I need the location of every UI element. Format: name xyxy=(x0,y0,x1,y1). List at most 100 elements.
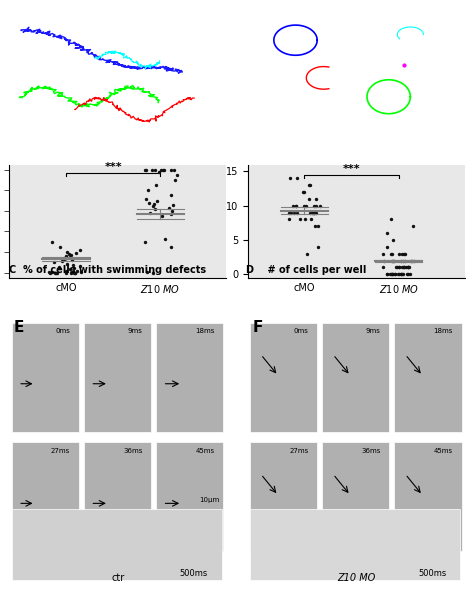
Point xyxy=(395,262,403,272)
Bar xyxy=(12,442,79,551)
Point xyxy=(306,180,313,190)
Bar xyxy=(322,442,390,551)
Text: 0ms: 0ms xyxy=(55,328,70,334)
Text: B: B xyxy=(252,15,264,30)
Point xyxy=(307,180,314,190)
Point xyxy=(387,249,394,258)
Point xyxy=(150,268,157,277)
Point xyxy=(305,194,313,203)
Point xyxy=(143,194,150,203)
Point xyxy=(66,252,74,262)
Point xyxy=(388,256,395,265)
Point xyxy=(285,208,292,217)
Point xyxy=(285,215,292,224)
Point xyxy=(379,262,387,272)
Point xyxy=(62,268,70,277)
Point xyxy=(405,262,413,272)
Point xyxy=(72,268,79,277)
Point xyxy=(58,256,65,266)
Text: C  % of cells with swimming defects: C % of cells with swimming defects xyxy=(9,265,207,275)
Point xyxy=(63,248,71,257)
Point xyxy=(404,262,412,272)
Text: 45ms: 45ms xyxy=(195,447,215,453)
Point xyxy=(399,262,406,272)
Text: 18ms: 18ms xyxy=(195,328,215,334)
Point xyxy=(46,267,53,276)
Point xyxy=(158,211,165,221)
Point xyxy=(395,262,402,272)
Point xyxy=(153,180,160,190)
Point xyxy=(310,208,318,217)
Point xyxy=(172,176,179,185)
Text: 500ms: 500ms xyxy=(180,569,208,578)
Text: 500ms: 500ms xyxy=(418,569,446,578)
Point xyxy=(292,201,300,211)
Point xyxy=(404,262,412,272)
Text: 27ms: 27ms xyxy=(289,447,309,453)
Bar xyxy=(394,322,462,431)
Point xyxy=(383,242,391,252)
Point xyxy=(161,234,168,243)
Point xyxy=(404,262,412,272)
Point xyxy=(53,268,61,277)
Point xyxy=(293,208,301,217)
Point xyxy=(71,268,78,277)
Point xyxy=(167,165,175,174)
Point xyxy=(301,201,308,211)
Point xyxy=(401,262,408,272)
Point xyxy=(60,255,68,264)
Text: ***: *** xyxy=(104,162,122,172)
Text: E: E xyxy=(14,320,24,335)
Bar xyxy=(12,509,222,581)
Point xyxy=(169,200,177,209)
Point xyxy=(401,249,409,258)
Point xyxy=(55,262,63,272)
Point xyxy=(293,174,301,183)
Point xyxy=(48,267,56,276)
Point xyxy=(67,250,75,260)
Point xyxy=(398,270,405,279)
Point xyxy=(296,215,304,224)
Point xyxy=(148,165,155,174)
Point xyxy=(398,270,406,279)
Point xyxy=(312,208,320,217)
Text: 18ms: 18ms xyxy=(434,328,453,334)
Bar xyxy=(156,322,223,431)
Point xyxy=(395,270,403,279)
Bar xyxy=(250,322,317,431)
Text: 9ms: 9ms xyxy=(128,328,142,334)
Point xyxy=(68,255,76,265)
Point xyxy=(303,249,311,258)
Point xyxy=(63,251,70,261)
Point xyxy=(391,256,398,265)
Point xyxy=(408,256,416,265)
Point xyxy=(76,245,83,255)
Point xyxy=(387,215,395,224)
Point xyxy=(292,201,299,211)
Point xyxy=(399,270,407,279)
Point xyxy=(403,270,410,279)
Point xyxy=(314,242,322,252)
Point xyxy=(409,221,417,231)
Text: cMO: cMO xyxy=(183,15,204,26)
Text: 9ms: 9ms xyxy=(366,328,381,334)
Bar xyxy=(250,442,317,551)
Point xyxy=(388,249,396,258)
Point xyxy=(69,267,76,276)
Point xyxy=(56,242,64,252)
Point xyxy=(151,204,159,214)
Point xyxy=(76,262,84,271)
Point xyxy=(399,256,407,265)
Point xyxy=(301,187,308,197)
Point xyxy=(406,270,413,279)
Point xyxy=(66,265,73,274)
Text: ctr: ctr xyxy=(111,573,125,583)
Point xyxy=(155,167,163,177)
Point xyxy=(51,268,59,277)
Point xyxy=(142,165,150,174)
Point xyxy=(394,270,402,279)
Text: 10µm: 10µm xyxy=(200,497,219,503)
Point xyxy=(157,165,165,174)
Point xyxy=(307,215,315,224)
Point xyxy=(391,270,399,279)
